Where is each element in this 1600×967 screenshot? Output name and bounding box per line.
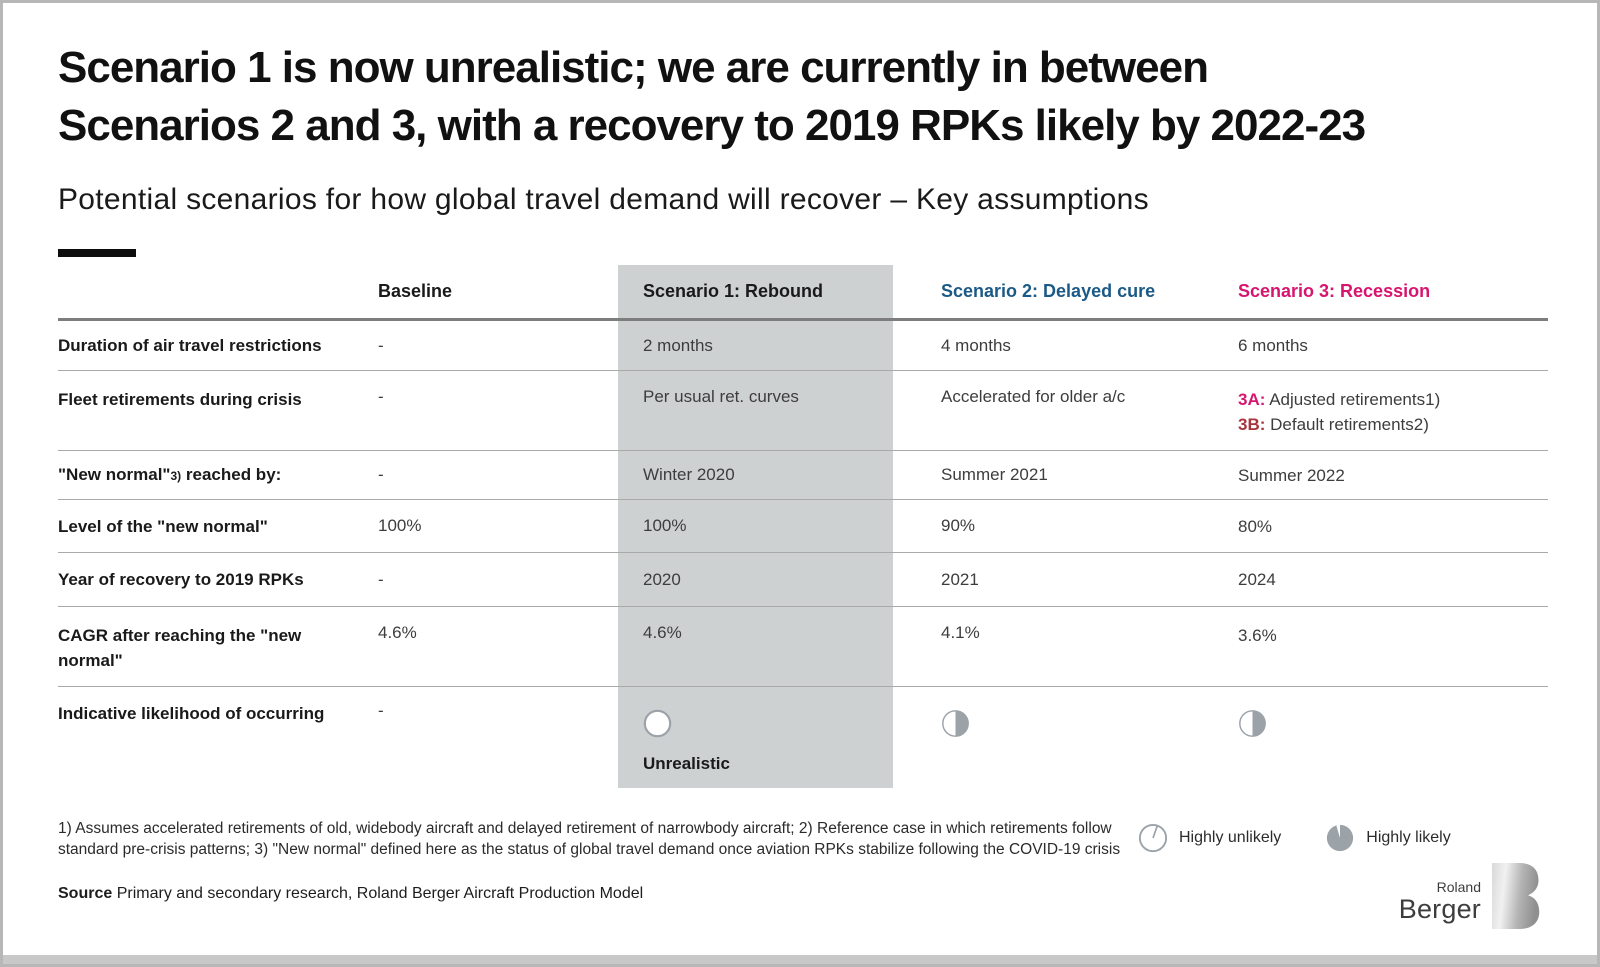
cell-scenario2: Accelerated for older a/c bbox=[941, 387, 1126, 406]
page-title-line2: Scenarios 2 and 3, with a recovery to 20… bbox=[58, 101, 1366, 150]
row-label: CAGR after reaching the "new normal" bbox=[58, 626, 302, 670]
cell-scenario3: 3.6% bbox=[1238, 626, 1277, 645]
footnote-line1: 1) Assumes accelerated retirements of ol… bbox=[58, 820, 1112, 837]
footnote-ref: 3) bbox=[170, 468, 182, 483]
cell-scenario3: Summer 2022 bbox=[1238, 465, 1345, 485]
logo-text-roland: Roland bbox=[1436, 879, 1481, 895]
roland-berger-logo: Roland Berger bbox=[1399, 863, 1542, 929]
page-title: Scenario 1 is now unrealistic; we are cu… bbox=[58, 39, 1548, 155]
table-row: Level of the "new normal" 100% 100% 90% … bbox=[58, 500, 1548, 553]
source-label: Source bbox=[58, 885, 113, 902]
scenario3a-line: 3A: Adjusted retirements1) bbox=[1238, 387, 1548, 412]
cell-baseline: 4.6% bbox=[378, 623, 417, 642]
logo-text-berger: Berger bbox=[1398, 894, 1481, 924]
footnote-line2: standard pre-crisis patterns; 3) "New no… bbox=[58, 841, 1121, 858]
source-text: Primary and secondary research, Roland B… bbox=[116, 885, 644, 902]
table-row: Fleet retirements during crisis - Per us… bbox=[58, 371, 1548, 451]
bottom-border-strip bbox=[3, 955, 1597, 964]
col-header-scenario3: Scenario 3: Recession bbox=[1238, 281, 1431, 301]
table-row: "New normal"3) reached by: - Winter 2020… bbox=[58, 451, 1548, 500]
harvey-ball-unlikely-icon bbox=[1138, 823, 1168, 853]
table-header-row: Baseline Scenario 1: Rebound Scenario 2:… bbox=[58, 265, 1548, 321]
cell-scenario2: 90% bbox=[941, 516, 976, 535]
legend-item-unlikely: Highly unlikely bbox=[1138, 823, 1281, 853]
legend-label-unlikely: Highly unlikely bbox=[1179, 829, 1282, 846]
legend-label-likely: Highly likely bbox=[1366, 829, 1451, 846]
source-line: Source Primary and secondary research, R… bbox=[58, 885, 643, 903]
logo-wordmark: Roland Berger bbox=[1399, 879, 1481, 929]
cell-scenario1: 2 months bbox=[618, 321, 893, 370]
cell-scenario2: 2021 bbox=[941, 569, 979, 589]
cell-scenario1: Unrealistic bbox=[618, 687, 893, 788]
table-row: Duration of air travel restrictions - 2 … bbox=[58, 321, 1548, 371]
cell-scenario1: 100% bbox=[618, 500, 893, 552]
row-label: Year of recovery to 2019 RPKs bbox=[58, 570, 304, 589]
row-label: Fleet retirements during crisis bbox=[58, 390, 302, 409]
footnotes: 1) Assumes accelerated retirements of ol… bbox=[58, 818, 1120, 860]
harvey-ball-likely-icon bbox=[1327, 824, 1354, 852]
table-row: Year of recovery to 2019 RPKs - 2020 202… bbox=[58, 553, 1548, 607]
cell-scenario3: 6 months bbox=[1238, 336, 1308, 355]
cell-scenario3 bbox=[1213, 687, 1548, 738]
legend-item-likely: Highly likely bbox=[1325, 823, 1451, 853]
scenario3b-line: 3B: Default retirements2) bbox=[1238, 412, 1548, 437]
scenario-table: Baseline Scenario 1: Rebound Scenario 2:… bbox=[58, 265, 1548, 788]
row-label: Level of the "new normal" bbox=[58, 516, 268, 536]
cell-scenario1: Per usual ret. curves bbox=[618, 371, 893, 450]
scenario3b-text: Default retirements2) bbox=[1270, 415, 1429, 434]
cell-baseline: - bbox=[378, 569, 384, 589]
cell-baseline: - bbox=[378, 465, 384, 484]
scenario3b-prefix: 3B: bbox=[1238, 415, 1266, 434]
cell-scenario2: 4.1% bbox=[941, 623, 980, 642]
cell-baseline: 100% bbox=[378, 516, 422, 535]
table-row: CAGR after reaching the "new normal" 4.6… bbox=[58, 607, 1548, 687]
table-row: Indicative likelihood of occurring - Unr… bbox=[58, 687, 1548, 788]
row-label: "New normal"3) reached by: bbox=[58, 462, 378, 489]
harvey-ball-half-icon bbox=[1239, 710, 1266, 737]
cell-baseline: - bbox=[378, 387, 384, 406]
logo-b-icon bbox=[1492, 863, 1540, 929]
cell-scenario3: 2024 bbox=[1238, 570, 1276, 589]
likelihood-legend: Highly unlikely Highly likely bbox=[1138, 823, 1451, 853]
row-label: Duration of air travel restrictions bbox=[58, 336, 322, 355]
cell-scenario1: Winter 2020 bbox=[618, 451, 893, 499]
cell-baseline: - bbox=[378, 701, 384, 720]
harvey-ball-empty-icon bbox=[643, 709, 672, 738]
divider-bar bbox=[58, 249, 136, 257]
col-header-baseline: Baseline bbox=[378, 281, 453, 301]
cell-scenario2 bbox=[893, 687, 1213, 738]
page-title-line1: Scenario 1 is now unrealistic; we are cu… bbox=[58, 43, 1209, 92]
page-subtitle: Potential scenarios for how global trave… bbox=[58, 183, 1149, 216]
cell-scenario2: 4 months bbox=[941, 335, 1011, 355]
cell-scenario1: 2020 bbox=[618, 553, 893, 606]
row-label-text: "New normal" bbox=[58, 464, 171, 484]
col-header-scenario2: Scenario 2: Delayed cure bbox=[941, 281, 1156, 301]
cell-scenario1: 4.6% bbox=[618, 607, 893, 686]
cell-baseline: - bbox=[378, 335, 384, 355]
unrealistic-annotation: Unrealistic bbox=[643, 754, 730, 773]
harvey-ball-half-icon bbox=[942, 710, 969, 737]
row-label-rest: reached by: bbox=[181, 464, 282, 484]
scenario3a-prefix: 3A: bbox=[1238, 390, 1266, 409]
scenario3a-text: Adjusted retirements1) bbox=[1269, 390, 1441, 409]
cell-scenario2: Summer 2021 bbox=[941, 465, 1048, 484]
cell-scenario3: 3A: Adjusted retirements1) 3B: Default r… bbox=[1213, 371, 1548, 437]
cell-scenario3: 80% bbox=[1238, 516, 1273, 536]
row-label: Indicative likelihood of occurring bbox=[58, 704, 325, 723]
col-header-scenario1: Scenario 1: Rebound bbox=[618, 265, 893, 318]
